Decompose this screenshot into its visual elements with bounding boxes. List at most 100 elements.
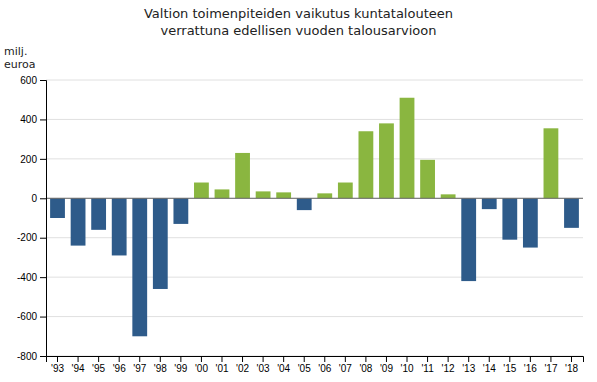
bar	[338, 183, 353, 199]
tick: '98	[154, 356, 167, 374]
tick-label: 600	[20, 75, 37, 86]
bar	[215, 189, 230, 198]
tick-label: '18	[565, 363, 578, 374]
tick-label: '16	[524, 363, 537, 374]
axis-line	[40, 81, 47, 357]
tick: '11	[421, 356, 434, 374]
tick-mark	[180, 356, 181, 362]
bar	[564, 198, 579, 228]
bar	[276, 192, 291, 198]
tick-mark	[509, 356, 510, 362]
bar	[420, 160, 435, 198]
tick-mark	[40, 356, 46, 357]
tick: '10	[400, 356, 413, 374]
x-axis: '93'94'95'96'97'98'99'00'01'02'03'04'05'…	[47, 356, 584, 374]
tick-mark	[57, 356, 58, 362]
bar	[317, 193, 332, 198]
bar	[297, 198, 312, 210]
y-axis-label-line: milj.	[4, 45, 27, 58]
tick: '12	[442, 356, 455, 374]
tick-label: '98	[154, 363, 167, 374]
tick: '09	[380, 356, 393, 374]
tick-mark	[386, 356, 387, 362]
tick-label: '04	[277, 363, 290, 374]
grid-line	[46, 119, 583, 120]
tick-label: '00	[195, 363, 208, 374]
tick-label: '02	[236, 363, 249, 374]
tick-label: '05	[298, 363, 311, 374]
tick-label: '95	[92, 363, 105, 374]
tick: '05	[298, 356, 311, 374]
tick-label: '08	[359, 363, 372, 374]
bar	[112, 198, 127, 255]
tick-label: '07	[339, 363, 352, 374]
bars	[46, 98, 583, 337]
tick: '08	[359, 356, 372, 374]
tick-label: '14	[483, 363, 496, 374]
tick-mark	[139, 356, 140, 362]
tick-label: -200	[17, 232, 37, 243]
tick-mark	[119, 356, 120, 362]
tick-label: -400	[17, 272, 37, 283]
tick-mark	[263, 356, 264, 362]
tick-label: '13	[462, 363, 475, 374]
tick: '03	[257, 356, 270, 374]
grid	[46, 80, 583, 356]
tick: '93	[51, 356, 64, 374]
grid-line	[46, 198, 583, 199]
bar	[544, 128, 559, 198]
title: Valtion toimenpiteiden vaikutus kuntatal…	[144, 6, 453, 21]
tick: '17	[544, 356, 557, 374]
tick-label: '17	[544, 363, 557, 374]
tick-mark	[40, 80, 46, 81]
grid-line	[46, 80, 583, 81]
tick-mark	[489, 356, 490, 362]
tick-mark	[283, 356, 284, 362]
tick-mark	[40, 119, 46, 120]
tick-label: '10	[400, 363, 413, 374]
tick-mark	[201, 356, 202, 362]
bar	[379, 123, 394, 198]
tick-label: -600	[17, 311, 37, 322]
tick-mark	[242, 356, 243, 362]
tick: 400	[20, 114, 46, 125]
tick-mark	[365, 356, 366, 362]
bar	[71, 198, 86, 245]
tick-mark	[468, 356, 469, 362]
subtitle: verrattuna edellisen vuoden talousarvioo…	[160, 23, 436, 38]
tick-mark	[160, 356, 161, 362]
grid-line	[46, 158, 583, 159]
tick-label: '06	[318, 363, 331, 374]
tick: '07	[339, 356, 352, 374]
tick: 0	[31, 193, 46, 204]
tick: '96	[113, 356, 126, 374]
tick-mark	[345, 356, 346, 362]
bar	[482, 198, 497, 209]
tick-mark	[550, 356, 551, 362]
bar	[256, 191, 271, 198]
tick-label: '97	[133, 363, 146, 374]
tick-mark	[324, 356, 325, 362]
tick-label: '12	[442, 363, 455, 374]
bar	[235, 153, 250, 198]
tick: 600	[20, 75, 46, 86]
tick-mark	[427, 356, 428, 362]
tick: -400	[17, 272, 46, 283]
tick-label: 400	[20, 114, 37, 125]
tick: '95	[92, 356, 105, 374]
axis-line	[47, 357, 584, 363]
tick: '00	[195, 356, 208, 374]
tick-label: 200	[20, 154, 37, 165]
tick-label: '96	[113, 363, 126, 374]
y-axis: -800 -600 -400 -200 0 200 400 600	[17, 75, 47, 362]
zero-line	[46, 198, 583, 199]
tick-label: -800	[17, 351, 37, 362]
tick: '18	[565, 356, 578, 374]
bar	[91, 198, 106, 230]
tick: '94	[72, 356, 85, 374]
bar	[173, 198, 188, 224]
bar	[523, 198, 538, 247]
plot: -800 -600 -400 -200 0 200 400 600 '93 '94 '95 '96 '9…	[4, 45, 584, 374]
bar	[502, 198, 517, 239]
bar	[400, 98, 415, 199]
